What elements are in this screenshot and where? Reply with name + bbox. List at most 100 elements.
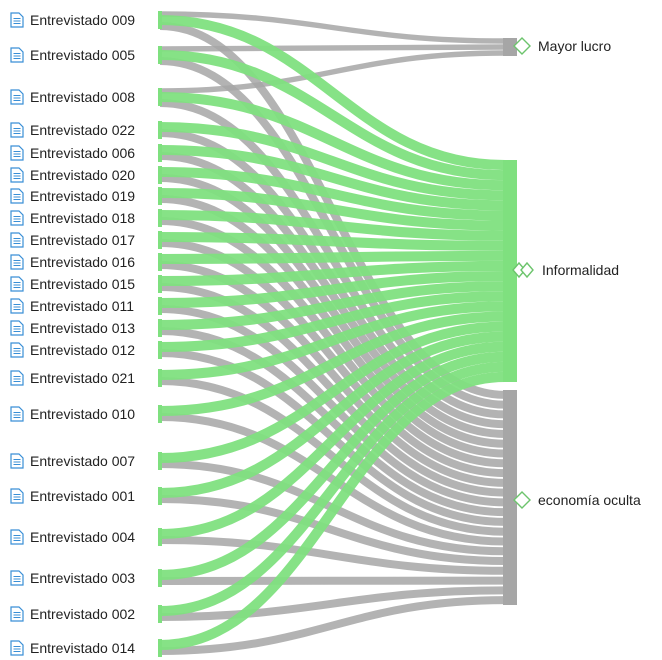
source-label: Entrevistado 021 <box>30 370 136 386</box>
link-informalidad <box>159 14 506 171</box>
link-informalidad <box>159 231 506 251</box>
source-label: Entrevistado 017 <box>30 232 136 248</box>
document-icon <box>10 47 24 63</box>
source-label: Entrevistado 009 <box>30 12 136 28</box>
source-item[interactable]: Entrevistado 012 <box>10 341 135 359</box>
source-node <box>158 528 162 546</box>
source-node <box>158 605 162 623</box>
source-item[interactable]: Entrevistado 016 <box>10 253 135 271</box>
source-node <box>158 231 162 249</box>
link-informalidad <box>159 361 506 617</box>
target-node-mayor <box>503 38 517 56</box>
target-item-informalidad[interactable]: Informalidad <box>512 259 619 281</box>
document-icon <box>10 320 24 336</box>
source-item[interactable]: Entrevistado 021 <box>10 369 135 387</box>
source-item[interactable]: Entrevistado 003 <box>10 569 135 587</box>
source-item[interactable]: Entrevistado 019 <box>10 187 135 205</box>
link-informalidad <box>159 91 506 191</box>
source-item[interactable]: Entrevistado 008 <box>10 88 135 106</box>
link-economia <box>159 586 506 621</box>
source-label: Entrevistado 008 <box>30 89 136 105</box>
diamond-icon <box>513 491 531 509</box>
document-icon <box>10 488 24 504</box>
document-icon <box>10 342 24 358</box>
document-icon <box>10 606 24 622</box>
document-icon <box>10 145 24 161</box>
source-label: Entrevistado 018 <box>30 210 136 226</box>
document-icon <box>10 254 24 270</box>
link-mayor <box>159 11 506 44</box>
source-item[interactable]: Entrevistado 022 <box>10 121 135 139</box>
link-informalidad <box>159 291 506 353</box>
document-icon <box>10 529 24 545</box>
source-item[interactable]: Entrevistado 018 <box>10 209 135 227</box>
document-icon <box>10 298 24 314</box>
link-economia <box>159 413 506 546</box>
source-item[interactable]: Entrevistado 020 <box>10 166 135 184</box>
target-label: economía oculta <box>538 492 641 508</box>
source-label: Entrevistado 015 <box>30 276 136 292</box>
link-informalidad <box>159 341 506 540</box>
link-economia <box>159 536 506 575</box>
target-label: Informalidad <box>542 262 620 278</box>
link-informalidad <box>159 187 506 231</box>
source-item[interactable]: Entrevistado 011 <box>10 297 134 315</box>
document-icon <box>10 570 24 586</box>
source-node <box>158 487 162 505</box>
source-item[interactable]: Entrevistado 015 <box>10 275 135 293</box>
source-label: Entrevistado 003 <box>30 570 136 586</box>
source-item[interactable]: Entrevistado 005 <box>10 46 135 64</box>
link-economia <box>159 377 506 536</box>
link-informalidad <box>159 281 506 331</box>
source-node <box>158 297 162 315</box>
source-label: Entrevistado 019 <box>30 188 136 204</box>
link-informalidad <box>159 209 506 241</box>
source-node <box>158 144 162 162</box>
source-item[interactable]: Entrevistado 004 <box>10 528 135 546</box>
source-item[interactable]: Entrevistado 007 <box>10 452 135 470</box>
link-mayor <box>159 44 506 52</box>
document-icon <box>10 276 24 292</box>
sankey-target-nodes <box>503 38 517 605</box>
source-item[interactable]: Entrevistado 014 <box>10 639 135 657</box>
source-label: Entrevistado 006 <box>30 145 136 161</box>
source-node <box>158 11 162 29</box>
source-item[interactable]: Entrevistado 017 <box>10 231 135 249</box>
double-diamond-icon <box>512 261 534 279</box>
target-item-economia[interactable]: economía oculta <box>512 489 641 511</box>
source-item[interactable]: Entrevistado 009 <box>10 11 135 29</box>
source-node <box>158 639 162 657</box>
source-label: Entrevistado 022 <box>30 122 136 138</box>
link-informalidad <box>159 121 506 201</box>
source-label: Entrevistado 020 <box>30 167 136 183</box>
link-economia <box>159 57 506 409</box>
source-label: Entrevistado 002 <box>30 606 136 622</box>
link-informalidad <box>159 49 506 181</box>
source-item[interactable]: Entrevistado 001 <box>10 487 135 505</box>
source-node <box>158 319 162 337</box>
link-economia <box>159 495 506 566</box>
source-node <box>158 569 162 587</box>
source-node <box>158 405 162 423</box>
source-label: Entrevistado 012 <box>30 342 136 358</box>
document-icon <box>10 167 24 183</box>
document-icon <box>10 188 24 204</box>
link-informalidad <box>159 351 506 581</box>
link-economia <box>159 596 506 655</box>
source-label: Entrevistado 011 <box>30 298 135 314</box>
document-icon <box>10 453 24 469</box>
target-item-mayor[interactable]: Mayor lucro <box>512 35 611 57</box>
source-label: Entrevistado 016 <box>30 254 136 270</box>
link-informalidad <box>159 321 506 464</box>
source-item[interactable]: Entrevistado 013 <box>10 319 135 337</box>
document-icon <box>10 89 24 105</box>
source-node <box>158 253 162 271</box>
source-item[interactable]: Entrevistado 010 <box>10 405 135 423</box>
source-node <box>158 121 162 139</box>
link-informalidad <box>159 311 506 417</box>
document-icon <box>10 406 24 422</box>
link-informalidad <box>159 144 506 211</box>
source-item[interactable]: Entrevistado 006 <box>10 144 135 162</box>
source-item[interactable]: Entrevistado 002 <box>10 605 135 623</box>
source-label: Entrevistado 005 <box>30 47 136 63</box>
